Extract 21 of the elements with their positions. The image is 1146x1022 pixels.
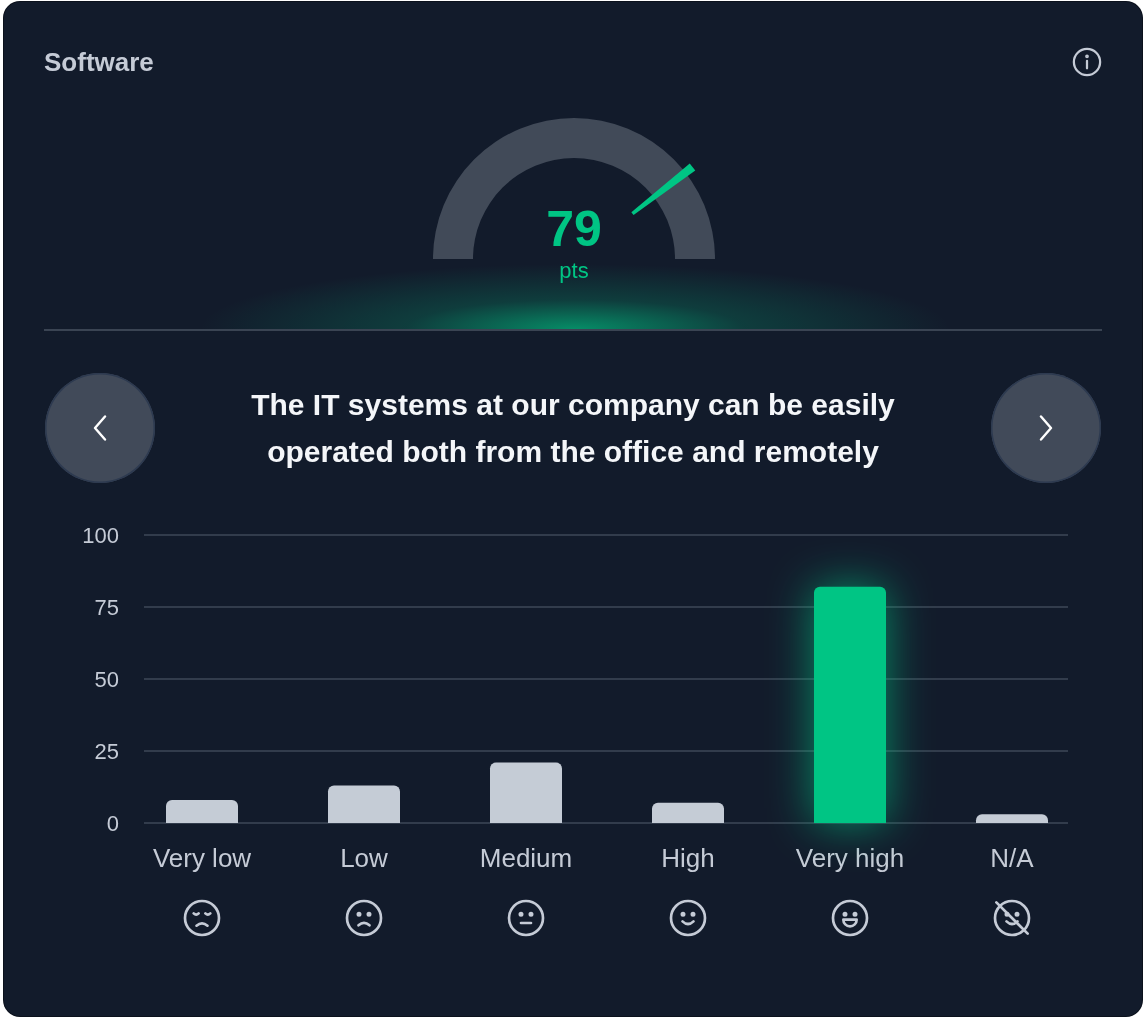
y-tick-label: 0 [106,810,119,836]
x-tick-label: N/A [990,843,1035,873]
bar [976,814,1048,823]
x-tick-label: Very low [152,843,252,873]
bar [490,762,562,823]
text: Software [44,46,154,78]
bar [166,799,238,823]
bar [652,802,724,823]
bar [328,785,400,823]
x-tick-label: Very high [795,843,905,873]
y-tick-label: 75 [94,594,119,620]
y-tick-label: 100 [82,522,119,548]
bar [814,586,886,823]
y-tick-label: 25 [94,738,119,764]
chart-title: The IT systems at our company can be easily operated both from the office and remotely [250,387,896,470]
x-tick-label: High [661,843,715,873]
x-tick-label: Medium [479,843,573,873]
text: pts [559,257,589,283]
x-tick-label: Low [340,843,389,873]
data-label: 79 [546,201,602,257]
y-tick-label: 50 [94,666,119,692]
